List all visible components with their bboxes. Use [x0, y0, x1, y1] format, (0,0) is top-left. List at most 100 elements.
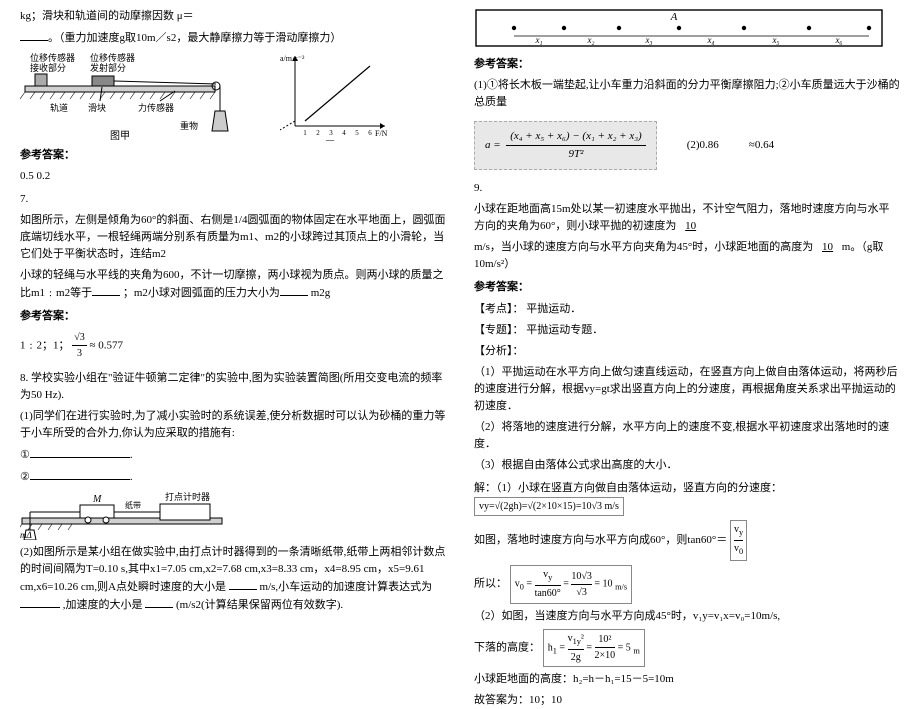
- svg-text:6: 6: [368, 129, 372, 137]
- answer-heading: 参考答案：: [474, 279, 900, 296]
- svg-text:A: A: [670, 11, 678, 23]
- blank: [20, 29, 48, 41]
- q7-text: 如图所示，左侧是倾角为60°的斜面、右侧是1/4圆弧面的物体固定在水平地面上，圆…: [20, 212, 446, 263]
- analysis-kaodian: 【考点】： 平抛运动．: [474, 301, 900, 318]
- q9-text2: m/s，当小球的速度方向与水平方向夹角为45°时，小球距地面的高度为 10 m。…: [474, 239, 900, 273]
- svg-text:x₃: x₃: [644, 35, 652, 45]
- svg-text:x₁: x₁: [534, 35, 542, 45]
- label: 【专题】：: [474, 324, 524, 336]
- svg-text:打点计时器: 打点计时器: [165, 491, 210, 502]
- q8-heading: 8. 学校实验小组在"验证牛顿第二定律"的实验中,图为实验装置简图(所用交变电流…: [20, 370, 446, 404]
- figure-tape: A x₁ x₂ x₃ x₄ x₅ x₆: [474, 8, 900, 50]
- analysis-zhuanti: 【专题】： 平抛运动专题．: [474, 322, 900, 339]
- text-span: m/s，当小球的速度方向与水平方向夹角为45°时，小球距地面的高度为: [474, 241, 813, 253]
- figure-apparatus-graph: 位移传感器 接收部分 位移传感器 发射部分 滑: [20, 51, 446, 141]
- blank: [145, 596, 173, 608]
- blank: [280, 284, 308, 296]
- answer-a2b: ≈0.64: [749, 137, 774, 154]
- apparatus-diagram: 位移传感器 接收部分 位移传感器 发射部分 滑: [20, 51, 270, 141]
- svg-text:发射部分: 发射部分: [90, 62, 126, 73]
- answer-heading: 参考答案：: [474, 56, 900, 73]
- fraction: √3 3: [72, 330, 87, 362]
- text-span: ,加速度的大小是: [63, 599, 143, 611]
- text-span: ①: [20, 449, 30, 461]
- value: 平抛运动专题．: [526, 324, 603, 336]
- blank: [30, 446, 130, 458]
- answer-heading: 参考答案：: [20, 147, 446, 164]
- svg-text:位移传感器: 位移传感器: [30, 52, 75, 63]
- svg-text:1: 1: [303, 129, 307, 137]
- svg-text:2: 2: [316, 129, 320, 137]
- underlined-value: 10: [679, 220, 702, 232]
- method-3: （3）根据自由落体公式求出高度的大小．: [474, 457, 900, 474]
- eq-image: h1 = v1y²2g = 10²2×10 = 5 m: [543, 629, 645, 667]
- graph-a-vs-f: a/m·s⁻² F/N 123 456 图乙: [280, 51, 390, 141]
- q9-text: 小球在距地面高15m处以某一初速度水平抛出，不计空气阻力，落地时速度方向与水平方…: [474, 201, 900, 235]
- text-line: kg；滑块和轨道间的动摩擦因数 μ＝: [20, 8, 446, 25]
- label: 【考点】：: [474, 303, 524, 315]
- text-span: m/s,小车运动的加速度计算表达式为: [260, 581, 433, 593]
- svg-text:重物: 重物: [180, 120, 198, 131]
- solution-line6: 小球距地面的高度：h₂=h－h₁=15－5=10m: [474, 671, 900, 688]
- svg-text:M: M: [92, 494, 102, 505]
- text-line: 。（重力加速度g取10m／s2，最大静摩擦力等于滑动摩擦力）: [20, 29, 446, 47]
- svg-text:x₆: x₆: [834, 35, 842, 45]
- figure-cart: M 纸带 打点计时器 mΔ: [20, 490, 446, 540]
- solution-line5: 下落的高度： h1 = v1y²2g = 10²2×10 = 5 m: [474, 629, 900, 667]
- answer-text: (1)①将长木板一端垫起,让小车重力沿斜面的分力平衡摩擦阻力;②小车质量远大于沙…: [474, 77, 900, 111]
- text-span: 解：（1）小球在竖直方向做自由落体运动，竖直方向的分速度：: [474, 482, 782, 494]
- text-span: ；m2小球对圆弧面的压力大小为: [123, 287, 280, 299]
- svg-text:力传感器: 力传感器: [138, 102, 174, 113]
- formula-numerator: (x₄ + x₅ + x₆) − (x₁ + x₂ + x₃): [506, 128, 646, 146]
- svg-text:F/N: F/N: [375, 129, 388, 138]
- answer-heading: 参考答案：: [20, 308, 446, 325]
- svg-text:4: 4: [342, 129, 346, 137]
- blank: [20, 596, 60, 608]
- text-span: 1﹕2；1；: [20, 339, 70, 351]
- q8-p2: (2)如图所示是某小组在做实验中,由打点计时器得到的一条清晰纸带,纸带上两相邻计…: [20, 544, 446, 614]
- svg-text:图乙: 图乙: [325, 140, 345, 141]
- svg-text:滑块: 滑块: [88, 102, 106, 113]
- formula-row: a = (x₄ + x₅ + x₆) − (x₁ + x₂ + x₃) 9T² …: [474, 117, 900, 174]
- svg-text:x₅: x₅: [771, 35, 779, 45]
- svg-text:轨道: 轨道: [50, 102, 68, 113]
- q8-option2: ②.: [20, 468, 446, 486]
- text-span: 下落的高度：: [474, 641, 540, 653]
- formula-denominator: 9T²: [506, 146, 646, 163]
- svg-text:x₂: x₂: [586, 35, 594, 45]
- eq-image: vy=√(2gh)=√(2×10×15)=10√3 m/s: [474, 497, 624, 517]
- text-span: 。（重力加速度g取10m／s2，最大静摩擦力等于滑动摩擦力）: [48, 32, 341, 44]
- text-span: 如图，落地时速度方向与水平方向成60°，则tan60°＝: [474, 534, 727, 546]
- underlined-value: 10: [816, 241, 839, 253]
- svg-text:纸带: 纸带: [125, 500, 141, 510]
- text-span: (m/s2(计算结果保留两位有效数字).: [176, 599, 343, 611]
- solution-line: 解：（1）小球在竖直方向做自由落体运动，竖直方向的分速度： vy=√(2gh)=…: [474, 480, 900, 517]
- left-column: kg；滑块和轨道间的动摩擦因数 μ＝ 。（重力加速度g取10m／s2，最大静摩擦…: [0, 0, 460, 651]
- svg-text:3: 3: [329, 129, 333, 137]
- svg-text:接收部分: 接收部分: [30, 62, 66, 73]
- q8-p1: (1)同学们在进行实验时,为了减小实验时的系统误差,使分析数据时可以认为砂桶的重…: [20, 408, 446, 442]
- formula-box: a = (x₄ + x₅ + x₆) − (x₁ + x₂ + x₃) 9T²: [474, 121, 657, 170]
- analysis-fenxi: 【分析】：: [474, 343, 900, 360]
- q8-option1: ①.: [20, 446, 446, 464]
- q7-answer: 1﹕2；1； √3 3 ≈ 0.577: [20, 330, 446, 362]
- svg-text:a/m·s⁻²: a/m·s⁻²: [280, 54, 305, 63]
- q7-text2: 小球的轻绳与水平线的夹角为600，不计一切摩擦，两小球视为质点。则两小球的质量之…: [20, 267, 446, 302]
- svg-text:mΔ: mΔ: [20, 530, 32, 540]
- svg-text:图甲: 图甲: [110, 130, 130, 141]
- svg-text:x₄: x₄: [706, 35, 714, 45]
- q9-number: 9.: [474, 180, 900, 197]
- method-2: （2）将落地的速度进行分解，水平方向上的速度不变,根据水平初速度求出落地时的速度…: [474, 419, 900, 453]
- svg-text:位移传感器: 位移传感器: [90, 52, 135, 63]
- blank: [92, 284, 120, 296]
- approx: ≈ 0.577: [90, 339, 124, 351]
- solution-line2: 如图，落地时速度方向与水平方向成60°，则tan60°＝ vy v0: [474, 520, 900, 561]
- q7-number: 7.: [20, 191, 446, 208]
- right-column: A x₁ x₂ x₃ x₄ x₅ x₆ 参考答案： (1)①将长木板一端垫起,让小车重力…: [460, 0, 920, 651]
- solution-line4: （2）如图，当速度方向与水平方向成45°时，v₁y=v₁x=v₀=10m/s,: [474, 608, 900, 625]
- solution-line3: 所以： v0 = vytan60° = 10√3√3 = 10 m/s: [474, 565, 900, 603]
- method-1: （1）平抛运动在水平方向上做匀速直线运动，在竖直方向上做自由落体运动，将两秒后的…: [474, 364, 900, 415]
- blank: [30, 468, 130, 480]
- answer-a2: (2)0.86: [687, 137, 719, 154]
- text-span: 所以：: [474, 578, 507, 590]
